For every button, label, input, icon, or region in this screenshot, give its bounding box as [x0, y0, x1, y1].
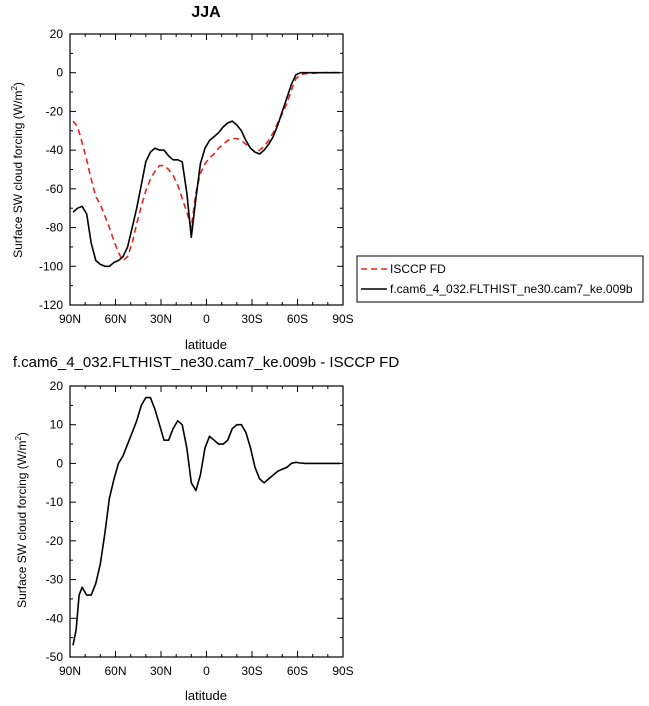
chart-title-difference: f.cam6_4_032.FLTHIST_ne30.cam7_ke.009b -…: [13, 354, 399, 371]
legend: ISCCP FD f.cam6_4_032.FLTHIST_ne30.cam7_…: [356, 255, 644, 303]
x-tick-label: 0: [203, 664, 210, 678]
x-axis-label: latitude: [185, 688, 227, 703]
top-panel: JJA latitude Surface SW cloud forcing (W…: [10, 4, 354, 352]
y-tick-label: -10: [46, 495, 64, 509]
y-tick-label: -60: [46, 182, 64, 196]
series-line-1: [72, 396, 340, 646]
x-axis-label: latitude: [185, 337, 227, 352]
x-tick-label: 0: [203, 312, 210, 326]
chart-title: JJA: [191, 4, 221, 21]
series-line-1: [72, 71, 340, 262]
y-tick-label: -100: [39, 259, 63, 273]
y-tick-label: 20: [50, 27, 64, 41]
y-axis-label-sup: 2: [10, 86, 19, 91]
y-axis-label-close: ): [11, 82, 25, 86]
y-tick-label: -120: [39, 298, 63, 312]
y-tick-label: -40: [46, 143, 64, 157]
y-axis-label-text: Surface SW cloud forcing (W/m: [11, 91, 25, 258]
legend-label-model: f.cam6_4_032.FLTHIST_ne30.cam7_ke.009b: [390, 282, 633, 296]
y-axis-label-text: Surface SW cloud forcing (W/m: [15, 441, 29, 608]
x-tick-label: 60S: [287, 664, 308, 678]
x-tick-label: 60N: [104, 664, 126, 678]
y-tick-label: 10: [50, 418, 64, 432]
plot-frame: [69, 385, 344, 658]
legend-box: [356, 255, 644, 303]
series-line-2: [72, 71, 340, 268]
y-tick-label: 0: [56, 66, 63, 80]
x-tick-label: 90S: [332, 664, 353, 678]
x-tick-label: 90S: [332, 312, 353, 326]
y-tick-label: 0: [56, 456, 63, 470]
y-tick-label: -30: [46, 573, 64, 587]
legend-label-isccp: ISCCP FD: [390, 262, 446, 276]
x-tick-label: 90N: [59, 312, 81, 326]
y-tick-label: -20: [46, 104, 64, 118]
x-tick-label: 30S: [241, 312, 262, 326]
x-tick-label: 30N: [150, 312, 172, 326]
x-tick-label: 90N: [59, 664, 81, 678]
x-tick-label: 60N: [104, 312, 126, 326]
x-tick-label: 30N: [150, 664, 172, 678]
x-tick-label: 60S: [287, 312, 308, 326]
y-axis-label: Surface SW cloud forcing (W/m2): [14, 432, 29, 608]
y-axis-label-sup: 2: [14, 436, 23, 441]
y-tick-label: -20: [46, 534, 64, 548]
y-tick-label: -50: [46, 650, 64, 664]
y-tick-label: -40: [46, 611, 64, 625]
y-tick-label: 20: [50, 379, 64, 393]
x-tick-label: 30S: [241, 664, 262, 678]
y-tick-label: -80: [46, 221, 64, 235]
bottom-panel: f.cam6_4_032.FLTHIST_ne30.cam7_ke.009b -…: [13, 354, 399, 703]
y-axis-label-close: ): [15, 432, 29, 436]
y-axis-label: Surface SW cloud forcing (W/m2): [10, 82, 25, 258]
